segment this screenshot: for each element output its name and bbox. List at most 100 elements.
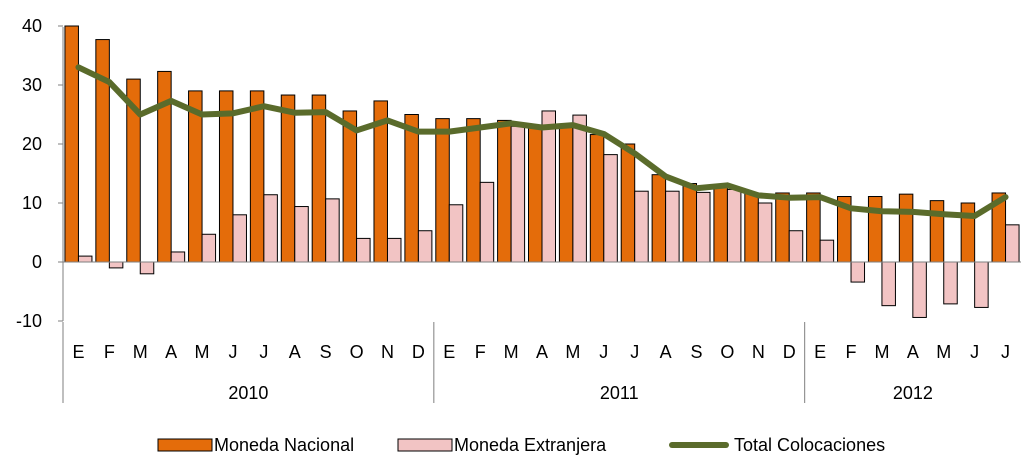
bar-moneda-nacional [960,202,976,263]
x-tick-label: D [783,342,796,362]
x-tick-label: D [412,342,425,362]
legend-label-total-colocaciones: Total Colocaciones [734,435,885,455]
bar-moneda-extranjera [788,230,804,263]
bar-moneda-nacional [342,110,358,263]
bar-moneda-extranjera [108,261,124,269]
x-tick-label: F [846,342,857,362]
x-tick-label: M [504,342,519,362]
x-tick-label: A [289,342,301,362]
x-tick-label: M [133,342,148,362]
x-tick-label: E [443,342,455,362]
bar-moneda-extranjera [541,110,556,263]
bar-moneda-nacional [775,192,790,263]
bar-moneda-extranjera [757,202,773,263]
bar-moneda-extranjera [77,255,93,263]
y-tick-label: 0 [32,252,42,272]
bar-moneda-extranjera [634,190,649,263]
x-group-label: 2012 [893,383,933,403]
bar-moneda-nacional [64,25,79,263]
bar-moneda-extranjera [510,125,526,263]
bar-moneda-nacional [898,193,914,263]
bar-moneda-extranjera [448,204,464,263]
y-tick-label: 10 [22,193,42,213]
bar-moneda-extranjera [943,261,958,305]
bar-moneda-nacional [497,119,512,263]
bar-moneda-extranjera [201,233,217,263]
bar-moneda-extranjera [232,214,247,263]
x-tick-label: F [104,342,115,362]
bar-moneda-nacional [713,185,728,263]
bar-moneda-nacional [404,114,419,263]
x-tick-label: A [907,342,919,362]
legend: Moneda Nacional Moneda Extranjera Total Co… [157,435,885,455]
x-tick-label: J [259,342,268,362]
line-layer [75,64,1009,219]
x-tick-label: A [165,342,177,362]
bar-moneda-extranjera [1005,224,1020,263]
x-tick-label: M [936,342,951,362]
x-tick-label: J [228,342,237,362]
bar-moneda-extranjera [263,194,278,263]
x-group-label: 2011 [600,383,639,403]
x-tick-label: E [814,342,826,362]
bar-moneda-extranjera [325,198,340,263]
bar-moneda-nacional [466,118,481,263]
bars-layer [64,25,1020,318]
bar-moneda-extranjera [572,114,587,263]
bar-moneda-extranjera [974,261,989,308]
x-tick-label: O [350,342,364,362]
bar-moneda-nacional [929,200,945,263]
bar-moneda-extranjera [881,261,896,307]
bar-moneda-extranjera [417,230,433,263]
bar-moneda-nacional [651,174,667,263]
bar-moneda-extranjera [665,190,680,263]
bar-moneda-extranjera [696,191,711,263]
bar-moneda-extranjera [912,261,927,318]
bar-moneda-extranjera [294,206,309,263]
y-tick-label: 30 [22,75,42,95]
x-tick-label: J [1001,342,1010,362]
bar-moneda-extranjera [356,237,371,263]
bar-moneda-nacional [744,192,759,263]
series-line-total-colocaciones [75,64,1009,219]
bar-moneda-nacional [249,90,265,263]
bar-moneda-extranjera [139,261,155,275]
bar-moneda-extranjera [726,188,742,263]
bar-moneda-extranjera [603,154,618,263]
x-tick-label: S [691,342,703,362]
x-tick-label: A [536,342,548,362]
x-tick-label: E [72,342,84,362]
bar-moneda-nacional [589,134,605,263]
x-tick-label: J [599,342,608,362]
bar-moneda-extranjera [170,251,186,263]
x-tick-label: J [630,342,639,362]
bar-moneda-nacional [682,183,698,263]
bar-moneda-nacional [806,192,821,263]
bar-moneda-nacional [528,125,543,263]
bar-moneda-nacional [95,39,110,263]
x-tick-label: M [565,342,580,362]
y-tick-label: -10 [16,311,42,331]
bar-moneda-nacional [558,125,574,263]
bar-moneda-extranjera [479,181,495,263]
legend-label-moneda-nacional: Moneda Nacional [214,435,354,455]
bar-moneda-nacional [280,94,296,263]
legend-label-moneda-extranjera: Moneda Extranjera [454,435,607,455]
y-tick-label: 20 [22,134,42,154]
x-tick-label: F [475,342,486,362]
y-tick-label: 40 [22,16,42,36]
bar-moneda-nacional [620,143,636,263]
x-tick-label: J [970,342,979,362]
bar-moneda-nacional [311,94,327,263]
x-tick-label: N [752,342,765,362]
x-tick-label: N [381,342,394,362]
bar-moneda-nacional [435,118,450,263]
bar-moneda-extranjera [850,261,866,283]
x-tick-label: O [720,342,734,362]
bar-moneda-extranjera [386,237,402,263]
legend-swatch-moneda-extranjera [397,438,453,452]
x-tick-label: M [195,342,210,362]
